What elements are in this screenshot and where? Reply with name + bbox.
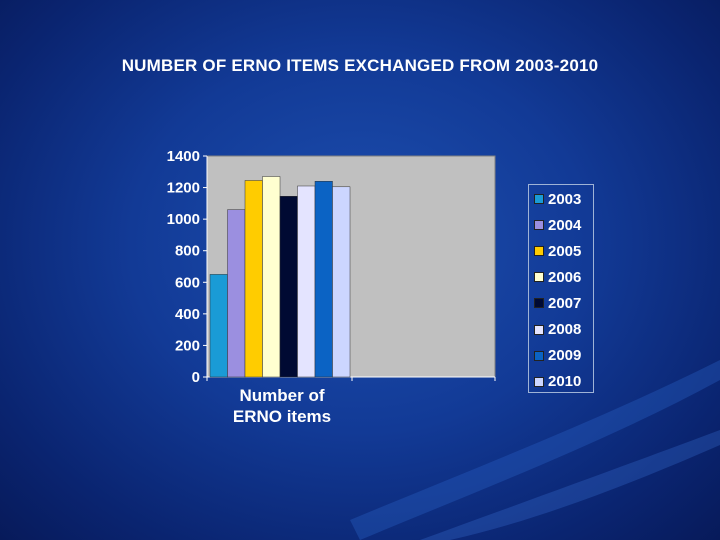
x-category-label: Number of [240,386,325,405]
legend-item-2007: 2007 [534,293,581,313]
legend-item-2005: 2005 [534,241,581,261]
legend-swatch [534,194,544,204]
legend-item-2008: 2008 [534,320,581,340]
y-tick-label: 1000 [167,211,200,228]
slide-title: NUMBER OF ERNO ITEMS EXCHANGED FROM 2003… [121,56,599,75]
bar-2006 [262,176,281,378]
legend-label: 2004 [548,216,582,234]
legend-swatch [534,376,544,387]
y-tick-label: 400 [175,306,200,323]
y-tick-label: 800 [175,243,200,260]
legend-swatch [534,350,544,361]
bar-2004 [227,209,246,378]
legend-swatch [534,298,544,309]
legend-swatch [534,246,544,257]
y-tick-label: 600 [175,274,200,291]
x-category-label: ERNO items [233,407,331,426]
y-tick-label: 1400 [167,148,200,165]
bar-2010 [332,186,351,378]
legend-swatch [534,220,544,231]
y-tick-label: 200 [175,337,200,354]
legend-label: 2010 [548,373,582,391]
legend-item-2004: 2004 [534,215,581,235]
bar-2009 [314,181,333,378]
legend-label: 2006 [548,268,582,286]
legend-item-2003: 2003 [534,189,581,209]
legend-swatch [534,272,544,283]
bar-2005 [244,180,263,378]
legend-item-2006: 2006 [534,267,581,287]
legend-label: 2005 [548,242,582,260]
y-tick-label: 0 [192,369,200,386]
legend-item-2009: 2009 [534,346,581,366]
y-tick-label: 1200 [167,180,200,197]
bar-2007 [279,196,298,378]
bar-2003 [209,274,228,378]
chart-legend: 2003 2004 2005 2006 2007 2008 2009 2010 [528,184,594,393]
legend-label: 2009 [548,347,582,365]
legend-swatch [534,324,544,335]
legend-item-2010: 2010 [534,372,581,392]
legend-label: 2003 [548,190,582,208]
legend-label: 2008 [548,321,582,338]
bar-2008 [297,185,316,378]
legend-label: 2007 [548,294,582,312]
